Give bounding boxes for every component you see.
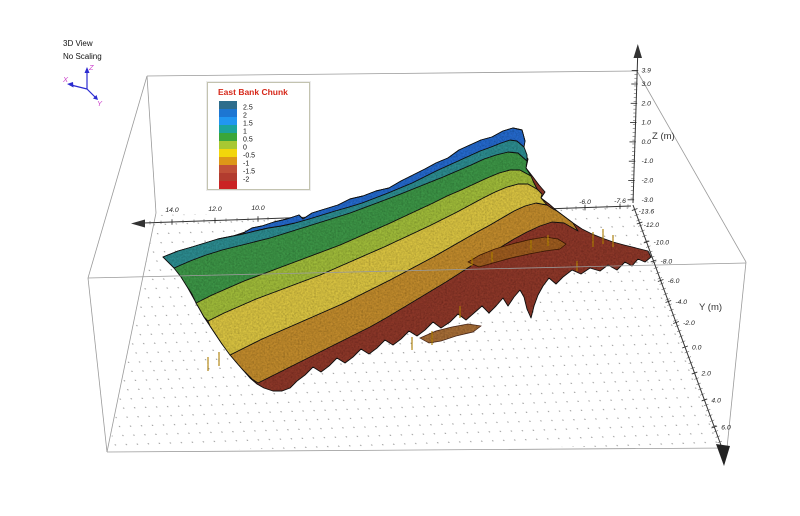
y-axis-ticks: -13.6 -12.0 -10.0 -8.0 -6.0 -4.0 -2.0 0.0 2.0 4.0…: [631, 208, 731, 443]
tick-label: -13.6: [639, 209, 655, 216]
legend-swatch: [219, 157, 237, 165]
box-edge: [106, 447, 728, 453]
box-edge: [106, 212, 157, 453]
orientation-triad: Z X Y: [62, 63, 103, 108]
legend-value-label: -1.5: [243, 168, 256, 176]
legend-swatch: [219, 133, 237, 141]
z-axis-arrowhead: [633, 44, 642, 58]
tick-label: 2.0: [641, 100, 652, 107]
scaling-label: No Scaling: [63, 52, 102, 61]
tick-label: -2.0: [683, 320, 695, 327]
tick-label: -1.0: [642, 158, 654, 165]
legend-value-label: 1: [243, 128, 247, 136]
tick-label: 12.0: [208, 206, 221, 213]
legend-value-label: -2: [243, 176, 250, 184]
tick-label: 1.0: [642, 120, 652, 127]
legend-swatch: [219, 141, 237, 149]
legend-color-scale: 2.5 2 1.5 1 0.5 0 -0.5 -1 -1.5 -2: [219, 101, 299, 191]
surface-lagoon-feature: [419, 323, 482, 344]
bounding-box-wireframe: [87, 70, 747, 453]
tick-label: 3.9: [642, 68, 652, 75]
tick-label: -3.0: [642, 197, 654, 204]
tick-label: 2.0: [701, 371, 712, 378]
tick-label: -4.0: [675, 299, 687, 306]
tick-label: 14.0: [165, 207, 178, 214]
legend-swatch: [219, 101, 237, 109]
legend-value-label: 1.5: [243, 120, 253, 128]
tick-label: -10.0: [654, 240, 670, 247]
box-edge: [146, 70, 638, 77]
terrain-surface: [162, 127, 652, 392]
legend-swatch: [219, 149, 237, 157]
legend-value-label: 0.5: [243, 136, 253, 144]
legend: East Bank Chunk 2.5 2 1.5 1 0.5 0 -0.5 -1 -1.5 -2: [207, 82, 310, 190]
tick-label: 6.0: [721, 425, 731, 432]
view-mode-label: 3D View: [63, 39, 93, 48]
triad-y-label: Y: [97, 99, 103, 108]
triad-z-label: Z: [88, 63, 94, 72]
legend-swatch: [219, 125, 237, 133]
x-axis-arrowhead: [131, 219, 145, 228]
vegetation-spikes: [207, 229, 614, 371]
box-edge: [636, 70, 747, 263]
legend-value-label: 2.5: [243, 104, 253, 112]
legend-value-label: -1: [243, 160, 250, 168]
box-edge: [146, 75, 157, 214]
triad-arrows: [70, 71, 96, 98]
triad-arrowheads: [67, 67, 98, 100]
y-axis-arrowhead: [716, 444, 730, 466]
z-axis-title: Z (m): [652, 131, 675, 142]
tick-label: -6.0: [579, 199, 591, 206]
legend-value-label: -0.5: [243, 152, 256, 160]
box-edge: [87, 277, 108, 453]
y-axis-title: Y (m): [699, 302, 722, 313]
tick-label: -7.6: [614, 198, 626, 205]
box-edge: [726, 261, 747, 449]
tick-label: -8.0: [661, 259, 673, 266]
box-edge: [87, 75, 148, 279]
tick-label: 4.0: [711, 398, 721, 405]
legend-value-label: 0: [243, 144, 247, 152]
view-status: 3D View No Scaling: [63, 37, 102, 63]
legend-swatch: [219, 165, 237, 173]
tick-label: 0.0: [692, 345, 702, 352]
tick-label: 0.0: [642, 139, 652, 146]
y-axis: -13.6 -12.0 -10.0 -8.0 -6.0 -4.0 -2.0 0.0 2.0 4.0…: [631, 204, 731, 466]
z-axis-ticks: 3.9 3.0 2.0 1.0 0.0 -1.0 -2.0 -3.0: [627, 68, 654, 204]
legend-swatch: [219, 117, 237, 125]
tick-label: -2.0: [642, 178, 654, 185]
triad-x-label: X: [62, 75, 69, 84]
tick-label: -12.0: [644, 222, 660, 229]
legend-swatch: [219, 173, 237, 181]
surface-band-blue: [242, 127, 526, 235]
box-edge-front: [87, 262, 747, 279]
z-axis: 3.9 3.0 2.0 1.0 0.0 -1.0 -2.0 -3.0: [627, 44, 654, 204]
legend-swatch: [219, 181, 237, 189]
tick-label: 3.0: [642, 81, 652, 88]
legend-value-label: 2: [243, 112, 247, 120]
tick-label: -6.0: [668, 278, 680, 285]
legend-title: East Bank Chunk: [218, 87, 288, 97]
legend-swatch: [219, 109, 237, 117]
tick-label: 10.0: [251, 205, 264, 212]
